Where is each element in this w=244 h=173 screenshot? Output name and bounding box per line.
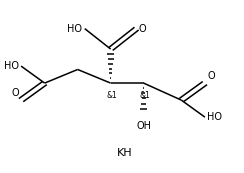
Text: HO: HO [4,61,19,71]
Text: &1: &1 [106,90,117,99]
Text: O: O [207,71,215,81]
Text: KH: KH [117,148,132,158]
Text: HO: HO [207,112,222,122]
Text: O: O [11,88,19,98]
Text: &1: &1 [139,90,150,99]
Text: HO: HO [67,24,82,34]
Text: OH: OH [136,121,151,131]
Text: O: O [139,24,147,34]
